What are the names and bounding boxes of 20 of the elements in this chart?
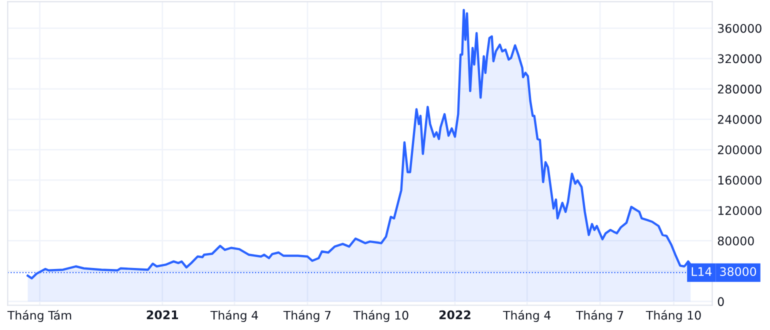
ref-line-label: 38000	[720, 267, 756, 276]
series-label: L14	[692, 267, 712, 276]
x-tick-label: Tháng 10	[353, 310, 408, 322]
y-tick-label: 0	[718, 297, 724, 306]
y-tick-label: 280000	[718, 84, 762, 94]
x-tick-label: Tháng 4	[210, 310, 258, 322]
y-tick-label: 240000	[718, 115, 762, 124]
x-tick-label: Tháng 7	[576, 310, 624, 322]
y-tick-label: 120000	[718, 206, 762, 216]
y-tick-label: 80000	[718, 236, 754, 246]
y-tick-label: 200000	[718, 145, 762, 154]
x-tick-label: Tháng 7	[283, 310, 331, 322]
x-tick-label: 2022	[439, 310, 470, 320]
y-tick-label: 160000	[718, 176, 762, 185]
x-tick-label: Tháng 10	[646, 310, 701, 322]
x-tick-label: Tháng 4	[502, 310, 551, 322]
y-tick-label: 320000	[718, 54, 762, 64]
x-tick-label: 2021	[146, 310, 178, 320]
y-tick-label: 360000	[718, 24, 762, 33]
x-tick-label: Tháng Tám	[7, 310, 72, 322]
